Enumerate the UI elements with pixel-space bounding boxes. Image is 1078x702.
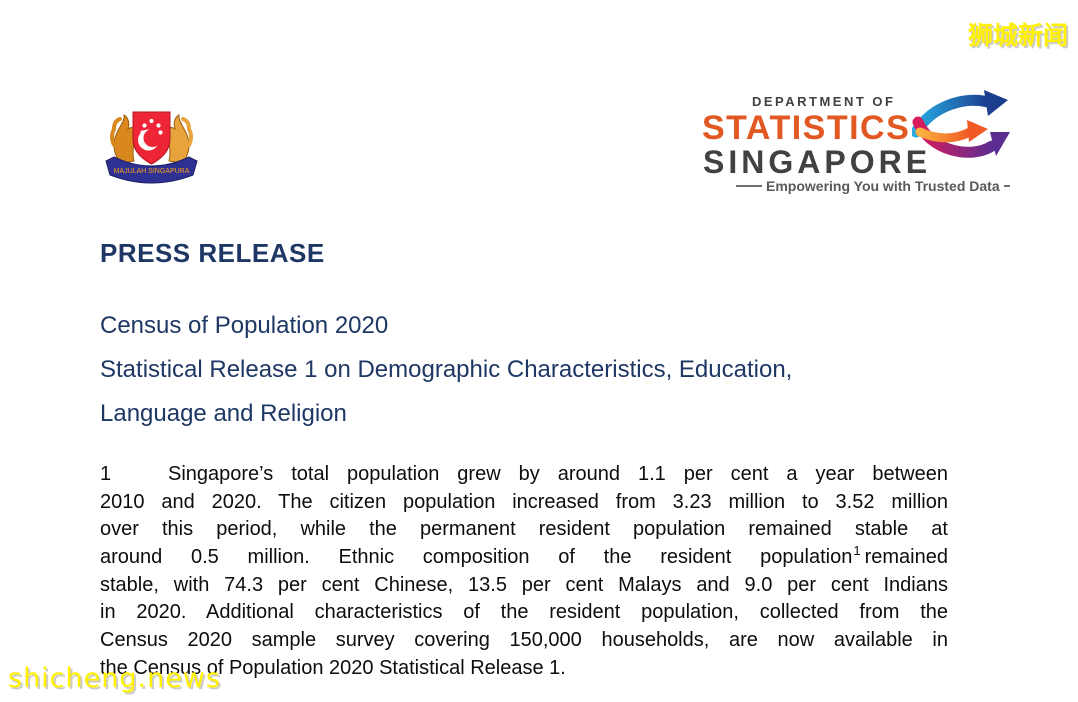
dos-tagline-text: Empowering You with Trusted Data <box>766 178 1000 194</box>
footnote-reference: 1 <box>853 543 861 559</box>
dos-swoosh-arrows-icon <box>912 90 1010 158</box>
paragraph-text: remained <box>864 546 948 569</box>
subtitle-line-3: Language and Religion <box>100 400 347 427</box>
dos-tagline: Empowering You with Trusted Data <box>736 178 1010 194</box>
singapore-coat-of-arms: MAJULAH SINGAPURA <box>100 99 203 190</box>
crest-banner-text: MAJULAH SINGAPURA <box>114 168 190 175</box>
dos-logo: DEPARTMENT OF STATISTICS SINGAPORE <box>700 88 1012 196</box>
paragraph-line: around 0.5 million. Ethnic composition o… <box>100 544 948 572</box>
watermark-top-right: 狮城新闻 <box>967 21 1068 50</box>
paragraph-line: stable, with 74.3 per cent Chinese, 13.5… <box>100 573 948 596</box>
watermark-bottom-left: shicheng.news <box>8 663 221 694</box>
subtitle-line-2: Statistical Release 1 on Demographic Cha… <box>100 356 793 383</box>
coat-of-arms-icon: MAJULAH SINGAPURA <box>105 111 198 184</box>
tagline-rule-left <box>736 185 762 187</box>
paragraph-line: the Census of Population 2020 Statistica… <box>100 656 566 679</box>
paragraph-line: 1 Singapore’s total population grew by ar… <box>100 461 948 489</box>
paragraph-number: 1 <box>100 463 112 485</box>
tagline-rule-right <box>1003 185 1010 187</box>
subtitle-line-1: Census of Population 2020 <box>100 312 389 339</box>
paragraph-line: 2010 and 2020. The citizen population in… <box>100 490 948 513</box>
dos-logo-statistics: STATISTICS <box>702 109 911 147</box>
paragraph-line: Census 2020 sample survey covering 150,0… <box>100 629 948 652</box>
paragraph-text: around 0.5 million. Ethnic composition o… <box>100 546 853 569</box>
dos-logo-singapore: SINGAPORE <box>703 144 932 180</box>
press-release-heading: PRESS RELEASE <box>100 238 325 268</box>
body-paragraph: 1 Singapore’s total population grew by ar… <box>100 461 948 683</box>
paragraph-text: Singapore’s total population grew by aro… <box>168 463 948 485</box>
paragraph-line: in 2020. Additional characteristics of t… <box>100 601 948 624</box>
document-subtitle: Census of Population 2020 Statistical Re… <box>100 311 960 443</box>
dos-logo-department-of: DEPARTMENT OF <box>752 94 896 109</box>
paragraph-line: over this period, while the permanent re… <box>100 518 948 541</box>
